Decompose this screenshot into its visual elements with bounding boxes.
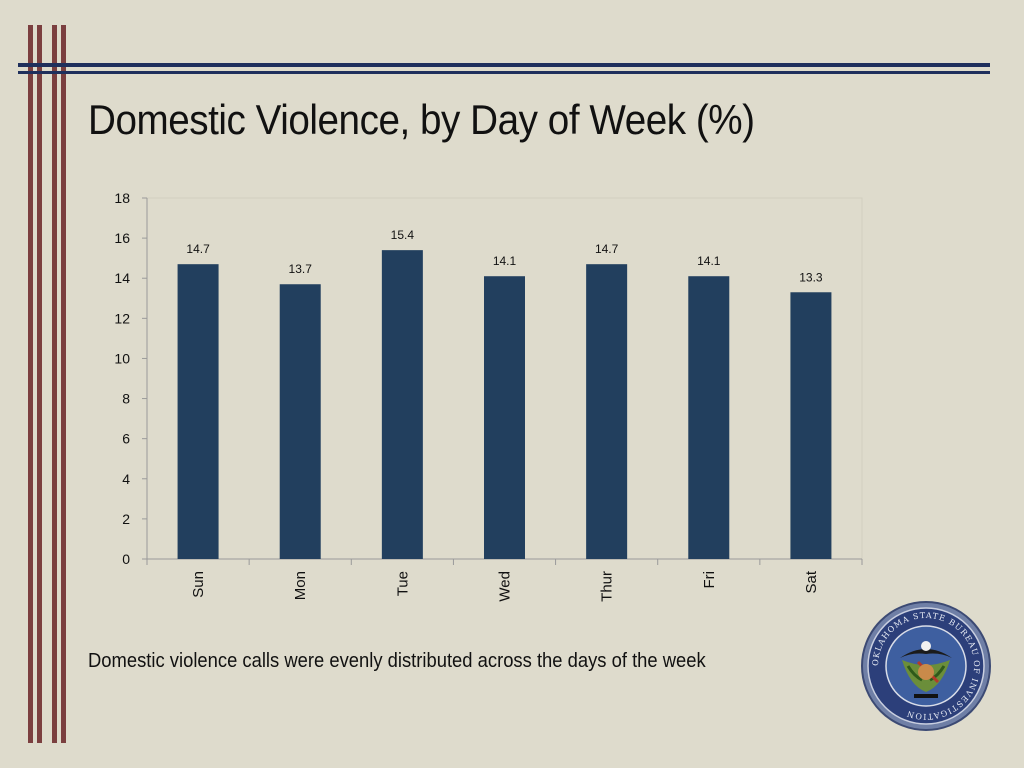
frame-vertical-line-2 — [37, 25, 42, 743]
y-tick-label: 10 — [114, 350, 130, 366]
x-tick-label: Fri — [701, 571, 718, 589]
bar-fri — [688, 276, 730, 559]
frame-vertical-line-3 — [52, 25, 57, 743]
oklahoma-state-bureau-of-investigation-seal-icon: OKLAHOMA STATE BUREAU OF INVESTIGATION — [861, 601, 991, 731]
x-tick-label: Sun — [190, 571, 207, 598]
y-tick-label: 6 — [122, 431, 130, 447]
y-tick-label: 12 — [114, 310, 130, 326]
y-tick-label: 16 — [114, 230, 130, 246]
bar-mon — [279, 284, 321, 559]
bar-wed — [484, 276, 525, 559]
bar-thur — [586, 264, 628, 559]
x-tick-label: Sat — [803, 570, 820, 593]
data-label: 14.7 — [595, 242, 619, 256]
x-tick-label: Wed — [497, 571, 514, 602]
frame-horizontal-line-2 — [18, 71, 990, 74]
bar-tue — [381, 250, 423, 559]
slide-caption: Domestic violence calls were evenly dist… — [88, 650, 706, 672]
data-label: 15.4 — [391, 228, 415, 242]
y-tick-label: 18 — [114, 190, 130, 206]
data-label: 14.1 — [493, 254, 517, 268]
x-tick-label: Tue — [394, 571, 411, 596]
x-tick-label: Mon — [292, 571, 309, 600]
bar-sat — [790, 292, 832, 559]
data-label: 13.7 — [289, 262, 313, 276]
slide-title: Domestic Violence, by Day of Week (%) — [88, 96, 755, 143]
frame-vertical-line-1 — [28, 25, 33, 743]
frame-horizontal-line-1 — [18, 63, 990, 67]
x-tick-label: Thur — [599, 571, 616, 602]
data-label: 14.1 — [697, 254, 721, 268]
data-label: 13.3 — [799, 270, 823, 284]
y-tick-label: 2 — [122, 511, 130, 527]
y-tick-label: 0 — [122, 551, 130, 567]
data-label: 14.7 — [186, 242, 210, 256]
y-tick-label: 4 — [122, 471, 130, 487]
bar-sun — [177, 264, 219, 559]
y-tick-label: 8 — [122, 391, 130, 407]
bar-chart: 0 2 4 6 8 10 12 14 16 18 14.7 Sun 13.7 Mon 15.4 Tue 14.1… — [114, 190, 863, 602]
frame-vertical-line-4 — [61, 25, 66, 743]
y-tick-label: 14 — [114, 270, 130, 286]
